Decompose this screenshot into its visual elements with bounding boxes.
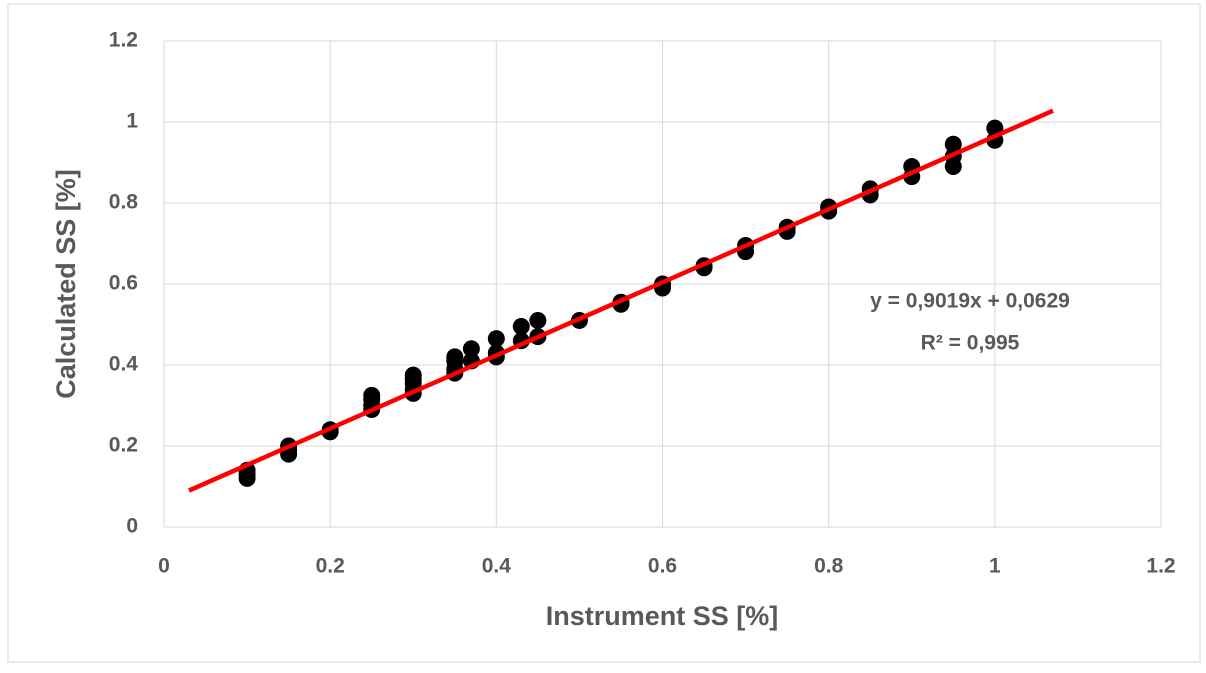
point (404, 366, 422, 384)
point (512, 318, 530, 336)
y-tick-label: 0.4 (109, 353, 139, 376)
point (944, 135, 962, 153)
chart-border (7, 3, 1201, 663)
y-tick-label: 1.2 (109, 29, 138, 52)
trendline-r2: R² = 0,995 (921, 332, 1020, 355)
y-tick-label: 0.6 (109, 272, 138, 295)
x-tick-label: 1 (989, 555, 1001, 578)
y-tick-label: 1 (126, 110, 138, 133)
trendline-equation: y = 0,9019x + 0,0629 (870, 290, 1070, 313)
x-tick-label: 0.4 (482, 555, 512, 578)
x-tick-label: 1.2 (1146, 555, 1175, 578)
y-axis-title: Calculated SS [%] (51, 169, 81, 399)
y-tick-label: 0 (126, 515, 138, 538)
point (363, 386, 381, 404)
y-tick-label: 0.2 (109, 434, 138, 457)
point (446, 348, 464, 366)
x-tick-label: 0.2 (316, 555, 345, 578)
x-tick-label: 0 (158, 555, 170, 578)
point (487, 330, 505, 348)
trendline (188, 108, 1054, 493)
y-tick-label: 0.8 (109, 191, 139, 214)
x-tick-label: 0.6 (648, 555, 677, 578)
point (462, 340, 480, 358)
x-axis-title: Instrument SS [%] (546, 601, 779, 631)
point (529, 311, 547, 329)
x-tick-label: 0.8 (814, 555, 844, 578)
